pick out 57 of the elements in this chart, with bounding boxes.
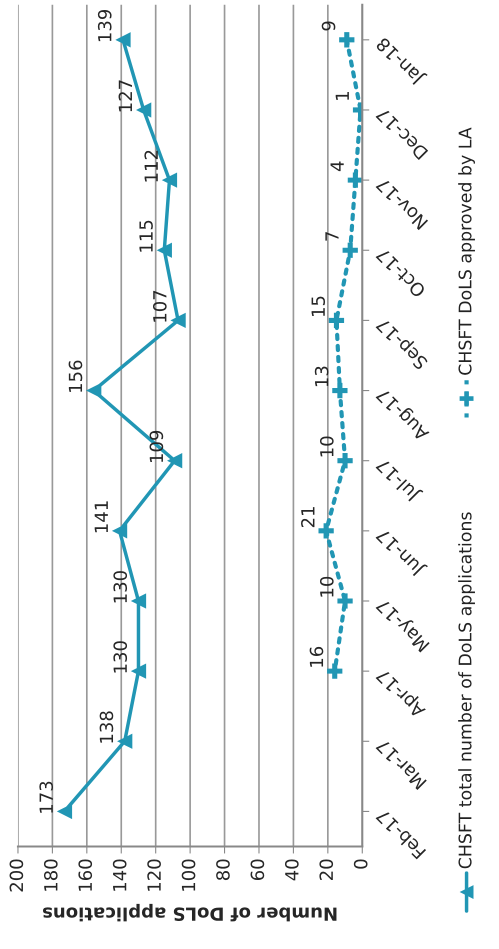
text: CHSFT DoLS approved by LA [458, 127, 475, 375]
data-label: 138 [100, 711, 114, 743]
x-tick-label: 180 [44, 860, 58, 891]
point [115, 32, 131, 48]
point [130, 664, 146, 679]
x-tick-label: 140 [112, 860, 126, 891]
x-tick-label: 0 [354, 860, 368, 869]
data-label: 21 [301, 507, 314, 528]
point [170, 312, 186, 328]
x-tick-label: 120 [147, 860, 161, 891]
x-tick-label: 160 [78, 860, 92, 891]
data-label: 16 [310, 646, 324, 667]
data-label: 4 [330, 161, 344, 172]
point [112, 523, 128, 538]
point [348, 172, 362, 188]
point [342, 242, 358, 258]
point [339, 32, 354, 48]
point [162, 172, 178, 188]
data-label: 15 [312, 296, 326, 316]
data-label: 127 [118, 80, 132, 112]
x-tick-label: 60 [250, 860, 264, 880]
x-axis-title: Number of DoLS applications [42, 904, 336, 922]
data-label: 141 [94, 501, 108, 532]
point [337, 593, 353, 609]
point [166, 453, 182, 468]
data-label: 13 [314, 366, 328, 386]
data-label: 10 [320, 436, 334, 456]
data-label: 173 [39, 782, 54, 813]
data-label: 112 [144, 150, 158, 182]
point [318, 523, 334, 538]
data-label: 130 [113, 571, 128, 602]
point [136, 102, 152, 118]
point [337, 453, 353, 468]
x-tick-label: 80 [216, 860, 230, 880]
point [328, 312, 344, 328]
point [327, 664, 342, 679]
x-tick-label: 40 [284, 860, 299, 880]
point [86, 382, 102, 398]
data-label: 107 [152, 290, 167, 322]
x-tick-label: 20 [319, 860, 334, 880]
x-tick-label: 200 [10, 860, 24, 892]
point [117, 734, 132, 749]
data-label: 10 [320, 576, 334, 597]
data-label: 139 [98, 10, 112, 42]
point [56, 804, 72, 820]
point [130, 593, 146, 609]
x-tick-label: 100 [182, 860, 196, 891]
data-label: 115 [139, 220, 153, 252]
text: CHSFT total number of DoLS applications [458, 512, 475, 868]
point [156, 242, 172, 258]
data-label: 109 [150, 430, 164, 462]
data-label: 9 [322, 21, 336, 31]
point [332, 382, 348, 398]
data-label: 1 [336, 92, 349, 100]
data-label: 156 [68, 360, 82, 392]
data-label: 130 [113, 641, 128, 672]
data-label: 7 [325, 232, 339, 241]
